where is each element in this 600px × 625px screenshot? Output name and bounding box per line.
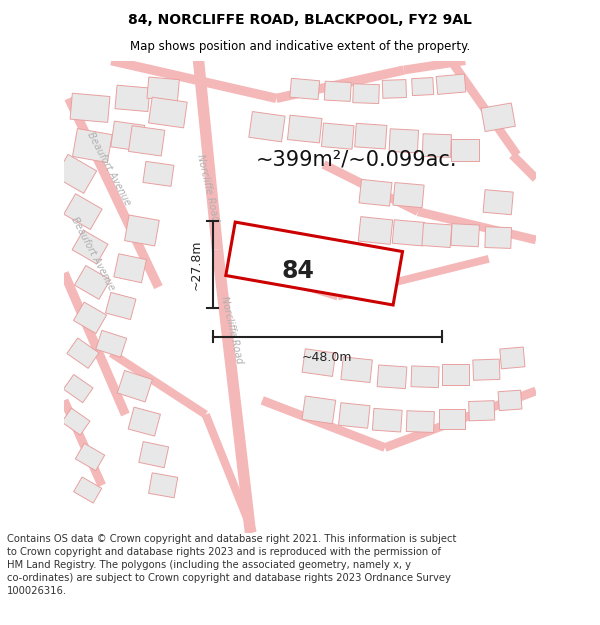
Polygon shape xyxy=(125,215,159,246)
Polygon shape xyxy=(117,371,152,402)
Polygon shape xyxy=(322,123,354,149)
Polygon shape xyxy=(74,266,110,299)
Polygon shape xyxy=(287,115,322,143)
Polygon shape xyxy=(202,413,257,534)
Polygon shape xyxy=(302,349,336,376)
Polygon shape xyxy=(290,78,320,99)
Text: Beaufort Avenue: Beaufort Avenue xyxy=(69,216,116,292)
Polygon shape xyxy=(96,331,127,357)
Polygon shape xyxy=(64,374,93,402)
Polygon shape xyxy=(485,227,512,248)
Polygon shape xyxy=(355,123,387,149)
Polygon shape xyxy=(67,338,99,368)
Text: Norcliffe Road: Norcliffe Road xyxy=(196,153,221,222)
Polygon shape xyxy=(60,399,106,487)
Polygon shape xyxy=(422,134,451,158)
Polygon shape xyxy=(469,401,495,421)
Polygon shape xyxy=(403,56,466,74)
Text: ~48.0m: ~48.0m xyxy=(302,351,352,364)
Polygon shape xyxy=(60,271,130,416)
Polygon shape xyxy=(324,81,351,101)
Polygon shape xyxy=(72,230,108,264)
Polygon shape xyxy=(261,269,339,300)
Text: Map shows position and indicative extent of the property.: Map shows position and indicative extent… xyxy=(130,40,470,53)
Polygon shape xyxy=(412,78,434,96)
Polygon shape xyxy=(109,350,208,418)
Polygon shape xyxy=(139,441,169,468)
Text: ~27.8m: ~27.8m xyxy=(190,239,203,290)
Polygon shape xyxy=(260,396,386,452)
Polygon shape xyxy=(377,365,407,389)
Polygon shape xyxy=(147,77,179,101)
Polygon shape xyxy=(509,152,539,182)
Polygon shape xyxy=(353,84,379,104)
Polygon shape xyxy=(481,103,515,131)
Polygon shape xyxy=(110,56,277,103)
Polygon shape xyxy=(149,473,178,498)
Polygon shape xyxy=(114,254,146,282)
Text: 84: 84 xyxy=(281,259,314,282)
Polygon shape xyxy=(65,96,163,289)
Text: Norcliffe Road: Norcliffe Road xyxy=(219,295,244,364)
Polygon shape xyxy=(149,98,187,128)
Polygon shape xyxy=(483,189,513,215)
Polygon shape xyxy=(115,85,150,112)
Polygon shape xyxy=(439,409,465,429)
Text: 84, NORCLIFFE ROAD, BLACKPOOL, FY2 9AL: 84, NORCLIFFE ROAD, BLACKPOOL, FY2 9AL xyxy=(128,12,472,27)
Polygon shape xyxy=(62,408,90,435)
Polygon shape xyxy=(411,366,439,388)
Polygon shape xyxy=(451,139,479,161)
Polygon shape xyxy=(382,79,406,98)
Polygon shape xyxy=(143,161,174,186)
Polygon shape xyxy=(73,129,112,162)
Polygon shape xyxy=(128,407,160,436)
Polygon shape xyxy=(373,408,402,432)
Text: Contains OS data © Crown copyright and database right 2021. This information is : Contains OS data © Crown copyright and d… xyxy=(7,534,457,596)
Polygon shape xyxy=(389,129,419,153)
Polygon shape xyxy=(64,194,102,229)
Polygon shape xyxy=(358,217,393,244)
Polygon shape xyxy=(406,411,434,432)
Polygon shape xyxy=(249,111,285,142)
Polygon shape xyxy=(70,93,110,122)
Polygon shape xyxy=(73,302,107,334)
Polygon shape xyxy=(302,396,336,424)
Polygon shape xyxy=(128,126,165,156)
Polygon shape xyxy=(76,443,105,471)
Polygon shape xyxy=(436,74,466,94)
Polygon shape xyxy=(55,154,97,193)
Polygon shape xyxy=(451,224,479,247)
Polygon shape xyxy=(448,58,521,158)
Polygon shape xyxy=(383,387,538,452)
Polygon shape xyxy=(498,390,522,411)
Polygon shape xyxy=(74,477,102,503)
Polygon shape xyxy=(341,357,373,382)
Polygon shape xyxy=(393,182,424,208)
Polygon shape xyxy=(193,60,223,250)
Polygon shape xyxy=(322,161,420,216)
Polygon shape xyxy=(359,179,392,206)
Polygon shape xyxy=(392,220,425,246)
Polygon shape xyxy=(422,223,452,248)
Polygon shape xyxy=(275,66,405,103)
Polygon shape xyxy=(212,249,256,533)
Polygon shape xyxy=(500,347,525,369)
Polygon shape xyxy=(442,364,469,385)
Polygon shape xyxy=(111,121,145,151)
Polygon shape xyxy=(417,208,537,244)
Polygon shape xyxy=(473,359,500,380)
Polygon shape xyxy=(106,292,136,319)
Polygon shape xyxy=(338,402,370,428)
Text: Beaufort Avenue: Beaufort Avenue xyxy=(85,131,133,208)
Text: ~399m²/~0.099ac.: ~399m²/~0.099ac. xyxy=(256,150,457,170)
Polygon shape xyxy=(226,222,403,305)
Polygon shape xyxy=(337,255,490,301)
